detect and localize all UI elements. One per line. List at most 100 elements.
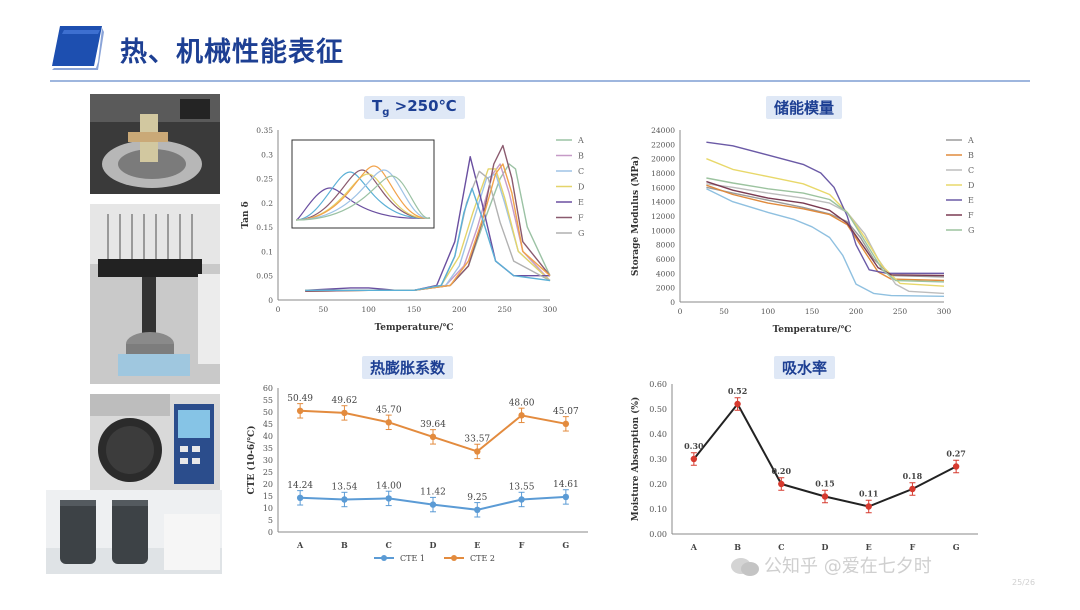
x-tick-label: 50 [719, 307, 729, 316]
y-tick-label: 0.00 [649, 530, 667, 539]
legend-marker [451, 555, 457, 561]
data-label: 9.25 [467, 493, 487, 503]
series-line [706, 177, 945, 283]
y-axis-label: CTE (10-6/℃) [246, 426, 257, 495]
data-point [821, 493, 829, 500]
data-label: 0.20 [772, 466, 792, 476]
legend-entry: G [578, 229, 584, 238]
y-tick-label: 60 [263, 384, 273, 393]
y-tick-label: 16000 [651, 183, 675, 192]
legend-entry: A [967, 136, 974, 145]
data-point [778, 480, 785, 488]
tma-instrument-photo [90, 204, 220, 384]
series-line [706, 186, 945, 278]
x-tick-label: 250 [498, 305, 513, 314]
y-axis-label: Storage Modulus (MPa) [630, 156, 641, 276]
x-axis-label: Temperature/℃ [375, 323, 454, 333]
legend-entry: B [578, 152, 584, 161]
y-tick-label: 55 [263, 396, 273, 405]
y-tick-label: 40 [263, 432, 273, 441]
y-tick-label: 0.25 [256, 175, 273, 184]
storage-modulus-chart: 0200040006000800010000120001400016000180… [630, 126, 974, 335]
legend-entry: C [578, 167, 584, 176]
data-label: 0.18 [903, 471, 923, 481]
data-label: 13.54 [332, 483, 358, 493]
inset-curve [295, 165, 431, 221]
data-label: 0.15 [815, 479, 834, 489]
data-point [385, 419, 392, 426]
data-label: 33.57 [464, 434, 490, 444]
y-tick-label: 0.15 [256, 223, 273, 232]
y-tick-label: 0 [670, 298, 675, 307]
slide-title: 热、机械性能表征 [120, 37, 344, 68]
x-tick-label: 100 [362, 305, 377, 314]
y-tick-label: 45 [263, 420, 273, 429]
data-point [429, 501, 437, 508]
y-tick-label: 0 [268, 296, 273, 305]
data-label: 0.27 [946, 449, 965, 459]
inset-curve [295, 171, 431, 221]
tan-delta-chart: 0 0.05 0.1 0.15 0.2 0.25 0.3 0.35 0 50 100 150 200 25… [241, 126, 584, 333]
y-tick-label: 0.05 [256, 272, 273, 281]
y-tick-label: 12000 [651, 212, 675, 221]
y-tick-label: 22000 [651, 140, 675, 149]
inset-curve [295, 187, 431, 221]
inset-curve [295, 169, 431, 221]
data-label: 0.52 [728, 386, 747, 396]
y-tick-label: 18000 [651, 169, 675, 178]
x-tick-label: E [474, 540, 480, 550]
legend-entry: F [968, 211, 974, 220]
y-tick-label: 15 [263, 492, 273, 501]
y-tick-label: 50 [263, 408, 273, 417]
x-tick-label: D [822, 542, 829, 552]
y-tick-label: 35 [263, 444, 273, 453]
dma-instrument-photo [90, 94, 220, 194]
data-point [734, 400, 741, 408]
data-point [952, 463, 960, 470]
data-label: 48.60 [509, 398, 535, 408]
data-point [341, 496, 348, 503]
data-point [865, 503, 872, 510]
y-tick-label: 0.30 [649, 455, 667, 464]
x-tick-label: 100 [761, 307, 776, 316]
y-tick-label: 10000 [651, 226, 675, 235]
moisture-chart-title: 吸水率 [774, 356, 836, 379]
cte-chart: 0 5 10 15 20 25 30 35 40 45 50 55 60 A B C D E F G CTE (10-6… [246, 384, 588, 563]
legend-entry: D [968, 181, 974, 190]
data-label: 11.42 [420, 488, 446, 498]
x-tick-label: 150 [805, 307, 820, 316]
legend-entry: E [578, 198, 584, 207]
x-tick-label: 300 [543, 305, 558, 314]
y-tick-label: 0.40 [649, 430, 667, 439]
pct-chamber-photo [90, 394, 220, 494]
book-icon [52, 26, 104, 70]
series-line [706, 183, 945, 295]
y-axis-label: Moisture Absorption (%) [630, 397, 641, 521]
y-tick-label: 10 [263, 504, 273, 513]
legend-entry: C [968, 166, 974, 175]
y-axis-label: Tan δ [241, 201, 251, 228]
x-axis-label: Temperature/℃ [773, 325, 852, 335]
inset-curve [295, 175, 431, 221]
cte-chart-title: 热膨胀系数 [362, 356, 454, 379]
y-tick-label: 25 [263, 468, 273, 477]
y-tick-label: 2000 [656, 284, 675, 293]
data-point [562, 420, 570, 428]
inset-curve [295, 169, 431, 221]
y-tick-label: 6000 [656, 255, 675, 264]
y-tick-label: 0.1 [261, 247, 273, 256]
data-point [385, 495, 392, 502]
series-line [305, 187, 551, 291]
x-tick-label: G [562, 540, 569, 550]
legend-entry: E [968, 196, 974, 205]
x-tick-label: G [953, 542, 960, 552]
legend-entry: A [577, 136, 584, 145]
series-line [706, 184, 945, 282]
data-point [474, 448, 481, 455]
inset-frame [291, 139, 435, 229]
wechat-icon [731, 558, 759, 576]
data-label: 14.00 [376, 481, 402, 491]
y-tick-label: 0.20 [649, 480, 667, 489]
y-tick-label: 0 [268, 528, 273, 537]
